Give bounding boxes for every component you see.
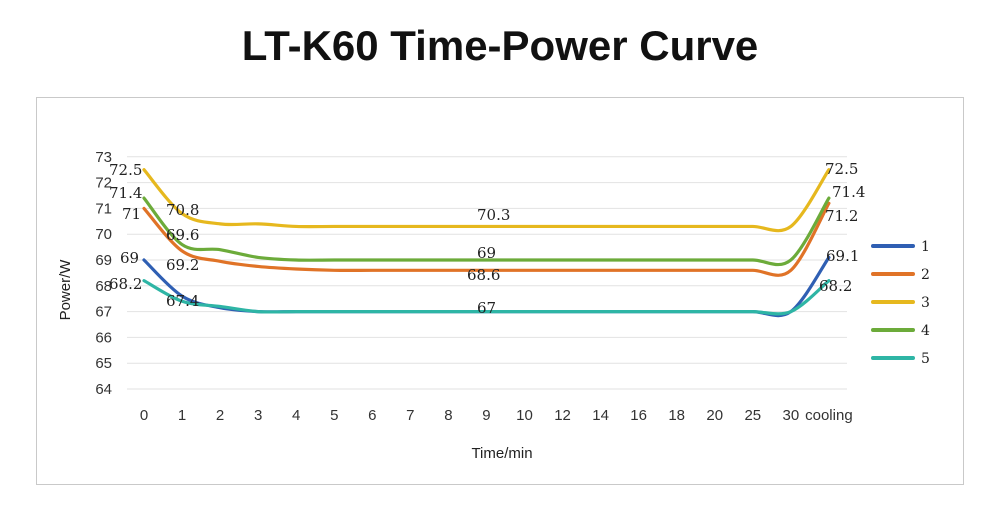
data-label: 68.2 — [109, 275, 142, 293]
data-label: 71.2 — [825, 207, 858, 225]
series-line-5 — [142, 279, 831, 316]
y-tick-label: 73 — [95, 149, 112, 166]
series-lines — [142, 168, 831, 318]
y-tick-label: 71 — [95, 200, 112, 217]
series-line-3 — [142, 168, 831, 233]
x-tick-label: 5 — [330, 407, 338, 424]
legend-label: 4 — [921, 323, 930, 339]
x-tick-labels: 0 1 2 3 4 5 6 7 8 9 10 12 14 16 18 20 25 30 cooling — [140, 407, 853, 424]
data-label: 69.2 — [166, 256, 199, 274]
data-label: 69 — [477, 244, 496, 262]
data-label: 70.3 — [477, 206, 510, 224]
page-title: LT-K60 Time-Power Curve — [241, 22, 759, 69]
y-tick-label: 70 — [95, 226, 112, 243]
y-tick-labels: 64 65 66 67 68 69 70 71 72 73 — [95, 149, 112, 398]
y-tick-label: 72 — [95, 175, 112, 192]
y-tick-label: 64 — [95, 381, 112, 398]
data-label: 69.6 — [166, 226, 199, 244]
series-line-4 — [142, 196, 831, 267]
data-label: 67 — [477, 299, 496, 317]
x-axis-title: Time/min — [471, 445, 532, 462]
data-label: 68.6 — [467, 266, 500, 284]
y-tick-label: 69 — [95, 252, 112, 269]
x-tick-label: 16 — [630, 407, 647, 424]
x-tick-label: 25 — [744, 407, 761, 424]
x-tick-label: 14 — [592, 407, 609, 424]
x-tick-label: 12 — [554, 407, 571, 424]
x-tick-label: 30 — [783, 407, 800, 424]
data-label: 71.4 — [109, 184, 142, 202]
x-tick-label: 18 — [668, 407, 685, 424]
x-tick-label: 4 — [292, 407, 300, 424]
x-tick-label: 9 — [482, 407, 490, 424]
x-tick-label: 8 — [444, 407, 452, 424]
x-tick-label: 20 — [706, 407, 723, 424]
x-tick-label: 1 — [178, 407, 186, 424]
x-tick-label: 6 — [368, 407, 376, 424]
y-tick-label: 66 — [95, 329, 112, 346]
y-tick-label: 65 — [95, 355, 112, 372]
legend-label: 5 — [921, 351, 930, 367]
legend: 1 2 3 4 5 — [871, 239, 930, 367]
chart-frame: 64 65 66 67 68 69 70 71 72 73 0 1 2 3 4 5 6 7 8 9 10 12 14 16 1… — [36, 97, 964, 485]
data-labels: 72.5 71.4 71 69 68.2 70.8 69.6 69.2 67.4 70.3 69 68… — [109, 160, 865, 317]
data-label: 69 — [120, 249, 139, 267]
data-label: 72.5 — [825, 160, 858, 178]
x-tick-label: cooling — [805, 407, 853, 424]
legend-label: 1 — [921, 239, 930, 255]
data-label: 72.5 — [109, 161, 142, 179]
series-line-2 — [142, 201, 831, 277]
x-tick-label: 0 — [140, 407, 148, 424]
data-label: 67.4 — [166, 292, 199, 310]
x-tick-label: 10 — [516, 407, 533, 424]
data-label: 68.2 — [819, 277, 852, 295]
x-tick-label: 7 — [406, 407, 414, 424]
legend-label: 3 — [921, 295, 930, 311]
x-tick-label: 3 — [254, 407, 262, 424]
y-tick-label: 68 — [95, 278, 112, 295]
data-label: 69.1 — [826, 247, 859, 265]
data-label: 70.8 — [166, 201, 199, 219]
y-tick-label: 67 — [95, 304, 112, 321]
legend-label: 2 — [921, 267, 930, 283]
y-axis-title: Power/W — [57, 259, 74, 321]
x-tick-label: 2 — [216, 407, 224, 424]
data-label: 71.4 — [832, 183, 865, 201]
data-label: 71 — [122, 205, 141, 223]
